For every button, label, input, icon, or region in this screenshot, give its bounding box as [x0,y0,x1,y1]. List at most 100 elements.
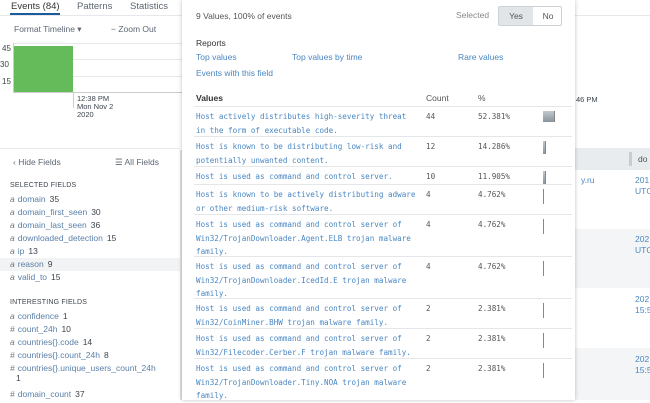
selected-toggle[interactable]: Yes No [498,6,562,26]
percent-bar [543,171,546,184]
table-cell[interactable]: 202 15:5 [635,354,650,375]
value-count: 4 [426,190,431,199]
field-name: domain_first_seen [17,207,88,217]
field-item[interactable]: a confidence 1 [10,311,68,321]
field-count: 36 [90,220,101,230]
value-row[interactable]: Host is used as command and control serv… [194,214,572,256]
field-item[interactable]: a reason 9 [10,259,52,269]
field-type-icon: a [10,220,15,230]
field-name: domain [17,194,46,204]
field-name: domain_last_seen [17,220,87,230]
field-count: 8 [103,350,109,360]
percent-column-header: % [478,93,486,103]
value-link[interactable]: Host is known to be actively distributin… [196,190,416,213]
value-row[interactable]: Host is used as command and control serv… [194,256,572,298]
field-count: 15 [51,272,61,282]
column-header[interactable]: do [638,154,648,164]
field-type-icon: a [10,311,15,321]
all-fields-button[interactable]: ☰ All Fields [115,157,159,167]
field-count: 1 [62,311,68,321]
field-name: downloaded_detection [17,233,103,243]
count-column-header: Count [426,93,449,103]
y-tick: 30 [0,60,9,69]
table-cell[interactable]: y.ru [581,175,595,185]
reports-label: Reports [196,38,226,48]
field-name: countries{}.code [17,337,79,347]
field-type-icon: a [10,337,15,347]
value-row[interactable]: Host actively distributes high-severity … [194,106,572,136]
field-item[interactable]: # domain_count 37 [10,389,85,399]
rare-values-link[interactable]: Rare values [458,52,504,62]
value-row[interactable]: Host is used as command and control serv… [194,358,572,400]
table-cell[interactable]: 202 15:5 [635,294,650,315]
value-count: 12 [426,142,436,151]
field-name: valid_to [17,272,48,282]
field-item[interactable]: a domain_first_seen 30 [10,207,101,217]
field-item[interactable]: a valid_to 15 [10,272,61,282]
format-timeline-button[interactable]: Format Timeline ▾ [14,24,82,34]
field-item[interactable]: # countries{}.count_24h 8 [10,350,109,360]
yes-button[interactable]: Yes [499,7,533,25]
interesting-fields-header: INTERESTING FIELDS [10,299,88,306]
field-count: 15 [106,233,117,243]
values-summary: 9 Values, 100% of events [196,11,292,21]
table-cell[interactable]: 202 UTC [635,234,650,255]
field-item[interactable]: a ip 13 [10,246,38,256]
value-row[interactable]: Host is known to be distributing low-ris… [194,136,572,166]
value-row[interactable]: Host is used as command and control serv… [194,298,572,328]
value-count: 4 [426,220,431,229]
value-link[interactable]: Host actively distributes high-severity … [196,112,407,135]
field-type-icon: # [10,363,15,373]
field-item[interactable]: a domain 35 [10,194,59,204]
events-with-field-link[interactable]: Events with this field [196,68,274,78]
value-link[interactable]: Host is used as command and control serv… [196,334,411,357]
percent-bar [543,189,544,204]
value-percent: 2.381% [478,304,506,313]
value-row[interactable]: Host is used as command and control serv… [194,166,572,184]
field-item[interactable]: a domain_last_seen 36 [10,220,100,230]
field-item[interactable]: a downloaded_detection 15 [10,233,116,243]
field-type-icon: a [10,259,15,269]
timeline-bar[interactable] [14,46,73,92]
percent-bar [543,219,544,234]
field-name: countries{}.count_24h [17,350,100,360]
tab-statistics[interactable]: Statistics [130,1,169,12]
value-row[interactable]: Host is known to be actively distributin… [194,184,572,214]
selected-label: Selected [456,10,490,20]
table-cell[interactable]: 201 UTC [635,175,650,196]
field-type-icon: a [10,207,15,217]
field-item[interactable]: # countries{}.unique_users_count_24h 1 [10,363,156,383]
percent-bar [543,303,544,318]
field-count: 37 [75,389,85,399]
value-link[interactable]: Host is used as command and control serv… [196,364,407,400]
hide-fields-button[interactable]: ‹ Hide Fields [13,157,61,167]
value-link[interactable]: Host is known to be distributing low-ris… [196,142,402,165]
active-tab-indicator [10,13,60,15]
value-count: 2 [426,304,431,313]
y-tick: 15 [2,77,11,86]
field-type-icon: # [10,324,15,334]
value-link[interactable]: Host is used as command and control serv… [196,220,411,256]
field-type-icon: a [10,194,15,204]
value-link[interactable]: Host is used as command and control serv… [196,262,407,298]
value-link[interactable]: Host is used as command and control serv… [196,172,393,181]
value-percent: 4.762% [478,220,506,229]
top-values-link[interactable]: Top values [196,52,237,62]
zoom-out-button[interactable]: − Zoom Out [111,24,157,34]
field-count: 13 [28,246,38,256]
tab-events[interactable]: Events (84) [11,1,60,12]
tab-patterns[interactable]: Patterns [77,1,113,12]
value-link[interactable]: Host is used as command and control serv… [196,304,402,327]
percent-bar [543,363,544,378]
no-button[interactable]: No [542,11,554,21]
top-values-by-time-link[interactable]: Top values by time [292,52,363,62]
field-item[interactable]: a countries{}.code 14 [10,337,92,347]
field-type-icon: a [10,233,15,243]
sidebar-scrollbar[interactable] [180,150,182,400]
value-percent: 2.381% [478,334,506,343]
field-item[interactable]: # count_24h 10 [10,324,71,334]
value-percent: 4.762% [478,262,506,271]
value-row[interactable]: Host is used as command and control serv… [194,328,572,358]
x-axis-label: 12:38 PM Mon Nov 2 2020 [77,94,114,119]
percent-bar [543,333,544,348]
